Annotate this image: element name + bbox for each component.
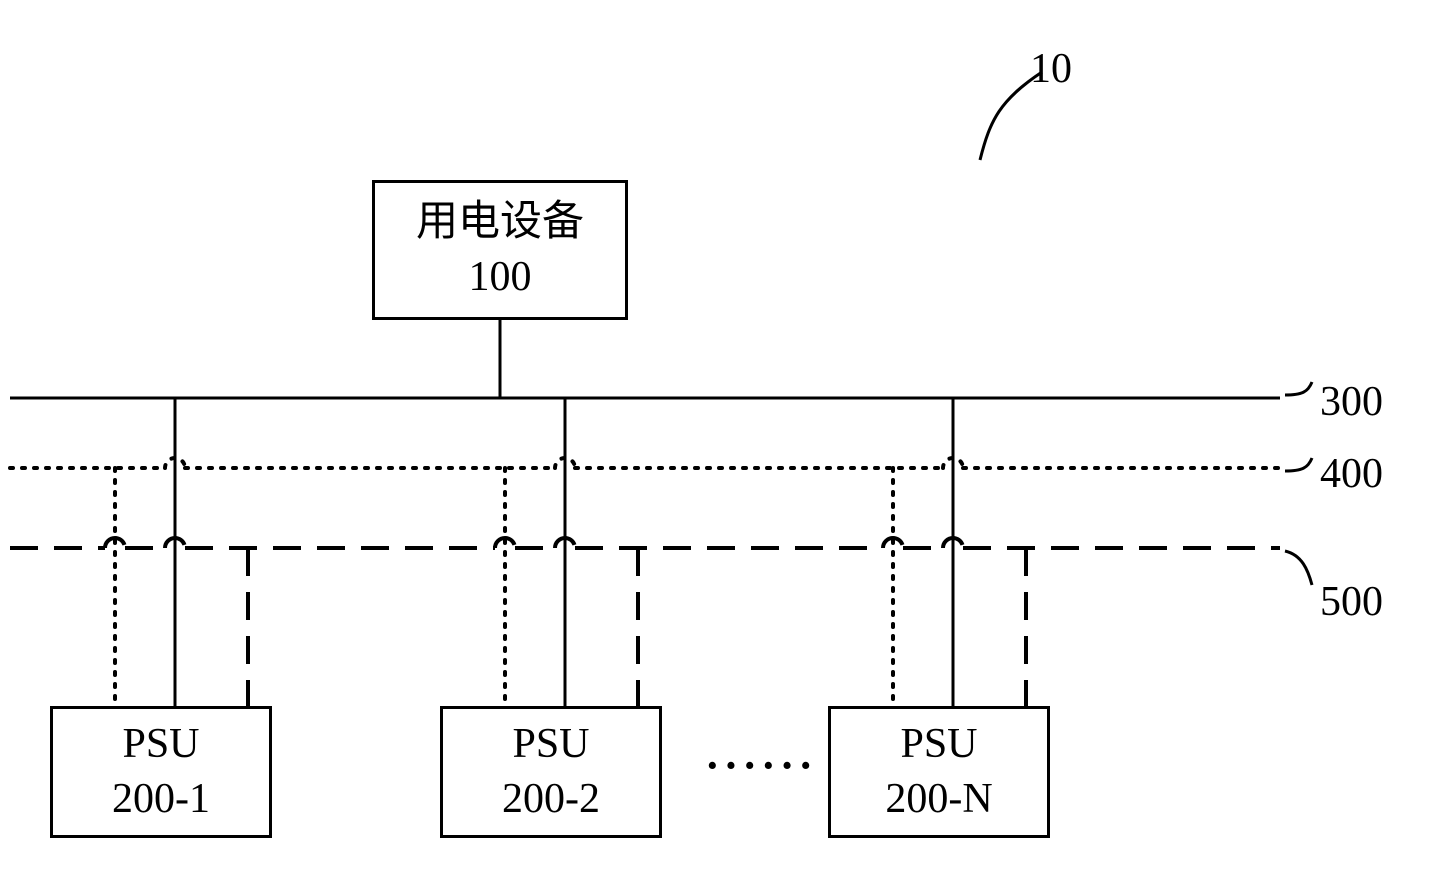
device-box: 用电设备 100 [372, 180, 628, 320]
bus-label-400: 400 [1320, 450, 1383, 498]
psu-box-1: PSU 200-1 [50, 706, 272, 838]
system-label-10: 10 [1030, 45, 1072, 93]
bus-label-300: 300 [1320, 378, 1383, 426]
psu-box-2: PSU 200-2 [440, 706, 662, 838]
psu-box-line1: PSU [512, 717, 589, 772]
psu-box-n: PSU 200-N [828, 706, 1050, 838]
psu-box-line2: 200-N [885, 772, 992, 827]
psu-box-line2: 200-1 [112, 772, 210, 827]
bus-label-500: 500 [1320, 578, 1383, 626]
device-box-line2: 100 [469, 250, 532, 305]
psu-box-line1: PSU [122, 717, 199, 772]
psu-box-line2: 200-2 [502, 772, 600, 827]
psu-ellipsis: ······ [705, 740, 817, 791]
psu-box-line1: PSU [900, 717, 977, 772]
device-box-line1: 用电设备 [416, 195, 584, 250]
